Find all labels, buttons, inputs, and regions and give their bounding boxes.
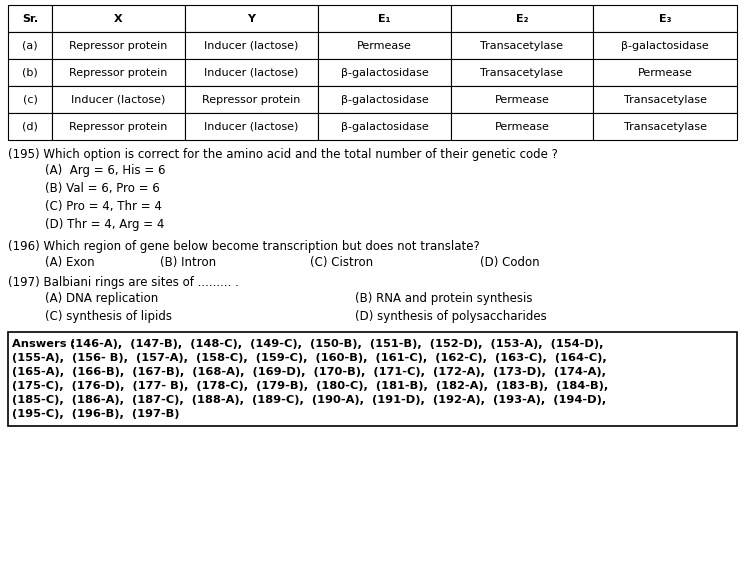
Text: Transacetylase: Transacetylase — [624, 94, 706, 104]
Text: Sr.: Sr. — [22, 13, 38, 24]
Bar — [593, 5, 737, 32]
Bar — [8, 332, 737, 426]
Text: Permease: Permease — [638, 67, 692, 77]
Text: (B) Val = 6, Pro = 6: (B) Val = 6, Pro = 6 — [45, 182, 159, 195]
Text: (175-C),  (176-D),  (177- B),  (178-C),  (179-B),  (180-C),  (181-B),  (182-A), : (175-C), (176-D), (177- B), (178-C), (17… — [12, 381, 608, 391]
Text: (195-C),  (196-B),  (197-B): (195-C), (196-B), (197-B) — [12, 409, 180, 419]
Text: Inducer (lactose): Inducer (lactose) — [72, 94, 165, 104]
Bar — [451, 59, 593, 86]
Text: (A)  Arg = 6, His = 6: (A) Arg = 6, His = 6 — [45, 164, 165, 177]
Bar — [593, 32, 737, 59]
Bar — [593, 86, 737, 113]
Bar — [8, 5, 52, 32]
Bar — [8, 113, 52, 140]
Bar — [52, 32, 185, 59]
Bar — [185, 113, 318, 140]
Text: Transacetylase: Transacetylase — [624, 122, 706, 131]
Bar — [52, 113, 185, 140]
Text: (155-A),  (156- B),  (157-A),  (158-C),  (159-C),  (160-B),  (161-C),  (162-C), : (155-A), (156- B), (157-A), (158-C), (15… — [12, 353, 606, 363]
Bar — [52, 5, 185, 32]
Text: (197) Balbiani rings are sites of ......... .: (197) Balbiani rings are sites of ......… — [8, 276, 239, 289]
Text: Repressor protein: Repressor protein — [203, 94, 301, 104]
Text: (D) Codon: (D) Codon — [480, 256, 539, 269]
Bar — [185, 5, 318, 32]
Bar — [451, 5, 593, 32]
Text: (B) RNA and protein synthesis: (B) RNA and protein synthesis — [355, 292, 533, 305]
Bar — [593, 113, 737, 140]
Text: (C) synthesis of lipids: (C) synthesis of lipids — [45, 310, 172, 323]
Text: (B) Intron: (B) Intron — [160, 256, 216, 269]
Bar — [318, 5, 451, 32]
Text: (165-A),  (166-B),  (167-B),  (168-A),  (169-D),  (170-B),  (171-C),  (172-A),  : (165-A), (166-B), (167-B), (168-A), (169… — [12, 367, 606, 377]
Text: (C) Pro = 4, Thr = 4: (C) Pro = 4, Thr = 4 — [45, 200, 162, 213]
Text: (A) Exon: (A) Exon — [45, 256, 95, 269]
Bar — [52, 86, 185, 113]
Text: (a): (a) — [22, 40, 38, 50]
Text: β-galactosidase: β-galactosidase — [621, 40, 709, 50]
Bar — [8, 86, 52, 113]
Text: Transacetylase: Transacetylase — [481, 40, 563, 50]
Bar — [451, 86, 593, 113]
Text: E₃: E₃ — [659, 13, 671, 24]
Text: Transacetylase: Transacetylase — [481, 67, 563, 77]
Text: Permease: Permease — [495, 94, 549, 104]
Text: β-galactosidase: β-galactosidase — [340, 94, 428, 104]
Text: (c): (c) — [22, 94, 37, 104]
Bar — [451, 113, 593, 140]
Text: X: X — [114, 13, 123, 24]
Text: Inducer (lactose): Inducer (lactose) — [204, 122, 299, 131]
Bar — [185, 86, 318, 113]
Text: Inducer (lactose): Inducer (lactose) — [204, 67, 299, 77]
Text: (146-A),  (147-B),  (148-C),  (149-C),  (150-B),  (151-B),  (152-D),  (153-A),  : (146-A), (147-B), (148-C), (149-C), (150… — [70, 339, 603, 349]
Text: Repressor protein: Repressor protein — [69, 40, 168, 50]
Text: Answers :: Answers : — [12, 339, 83, 349]
Text: Repressor protein: Repressor protein — [69, 122, 168, 131]
Text: (D) synthesis of polysaccharides: (D) synthesis of polysaccharides — [355, 310, 547, 323]
Bar — [8, 59, 52, 86]
Bar — [318, 32, 451, 59]
Text: (195) Which option is correct for the amino acid and the total number of their g: (195) Which option is correct for the am… — [8, 148, 558, 161]
Text: Inducer (lactose): Inducer (lactose) — [204, 40, 299, 50]
Text: (185-C),  (186-A),  (187-C),  (188-A),  (189-C),  (190-A),  (191-D),  (192-A),  : (185-C), (186-A), (187-C), (188-A), (189… — [12, 395, 606, 405]
Text: (196) Which region of gene below become transcription but does not translate?: (196) Which region of gene below become … — [8, 240, 480, 253]
Text: (A) DNA replication: (A) DNA replication — [45, 292, 158, 305]
Text: Y: Y — [247, 13, 256, 24]
Text: (d): (d) — [22, 122, 38, 131]
Bar — [185, 59, 318, 86]
Text: Permease: Permease — [357, 40, 412, 50]
Text: Repressor protein: Repressor protein — [69, 67, 168, 77]
Bar — [8, 32, 52, 59]
Text: (b): (b) — [22, 67, 38, 77]
Text: β-galactosidase: β-galactosidase — [340, 122, 428, 131]
Bar — [52, 59, 185, 86]
Bar — [185, 32, 318, 59]
Text: β-galactosidase: β-galactosidase — [340, 67, 428, 77]
Bar — [593, 59, 737, 86]
Bar — [318, 86, 451, 113]
Bar — [318, 59, 451, 86]
Bar — [318, 113, 451, 140]
Bar — [451, 32, 593, 59]
Text: E₂: E₂ — [516, 13, 528, 24]
Text: E₁: E₁ — [378, 13, 390, 24]
Text: Permease: Permease — [495, 122, 549, 131]
Text: (C) Cistron: (C) Cistron — [310, 256, 373, 269]
Text: (D) Thr = 4, Arg = 4: (D) Thr = 4, Arg = 4 — [45, 218, 165, 231]
